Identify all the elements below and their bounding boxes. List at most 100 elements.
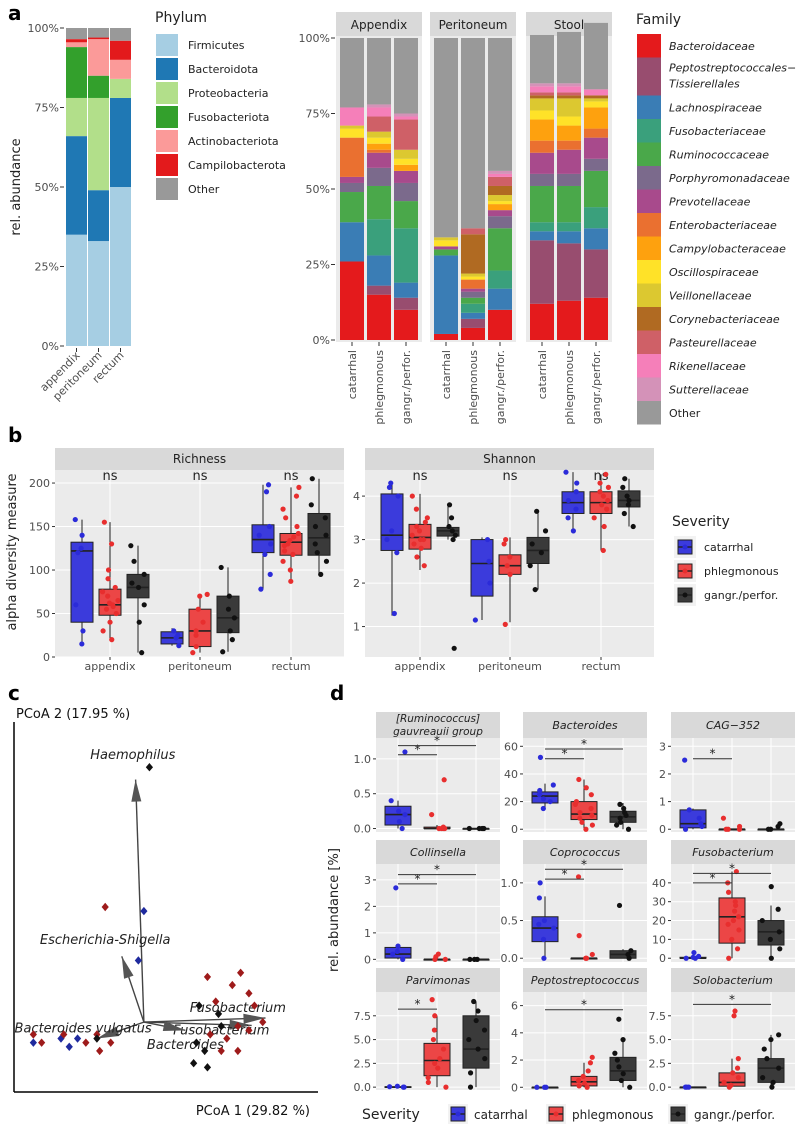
stacked-bar-segment-bacteroidaceae [557,300,581,340]
data-point [258,586,264,592]
legend-swatch-oscillospiraceae [637,260,661,284]
x-tick-label: rectum [581,660,620,673]
data-point [482,1056,488,1062]
data-point [129,580,135,586]
data-point [314,550,320,556]
data-point [486,558,492,564]
data-point [584,1084,590,1090]
panel-label-b: b [8,423,22,447]
data-point [424,515,430,521]
data-point [588,792,594,798]
data-point [621,805,627,812]
facet-strip [523,840,647,864]
data-point [624,493,630,499]
stacked-bar-segment-bacteroidaceae [394,309,418,340]
data-point [441,777,447,783]
data-point [587,1060,594,1066]
data-point [585,1068,591,1074]
x-tick-label: catarrhal [346,350,359,399]
data-point [622,810,628,816]
significance-label: ns [283,469,298,484]
facet-title: Coprococcus [550,846,620,859]
data-point [628,948,634,954]
box-iqr [609,1056,637,1081]
panel-label-c: c [8,681,20,705]
stacked-bar-segment-other [88,28,109,38]
stacked-bar-segment-lachnospiraceae [394,282,418,298]
data-point [736,823,743,830]
stacked-bar-segment-rikenellaceae [557,86,581,93]
data-point [731,1013,737,1019]
data-point [777,821,783,827]
stacked-bar-segment-prevotellaceae [367,152,391,168]
significance-star: * [729,861,735,875]
data-point [466,1036,472,1043]
data-point [534,1084,540,1090]
data-point [764,1056,770,1062]
data-point [451,645,457,651]
y-tick-label: 200 [29,477,50,490]
facet-strip [671,712,795,738]
stacked-bar-segment-campilobacterota [110,40,131,60]
family-legend: Family Bacteroidaceae Peptostreptococcales… [636,12,796,425]
x-tick-label: peritoneum [478,660,542,673]
y-tick-label: 0 [659,823,666,836]
data-point [200,619,206,625]
data-point [620,1037,626,1043]
data-point [391,610,397,617]
data-point [761,1046,767,1052]
legend-key-point [553,1111,559,1117]
stacked-bar-segment-campilobacterota [88,37,109,40]
stacked-bar-segment-rikenellaceae [340,107,364,126]
legend-label: gangr./perfor. [704,589,778,602]
data-point [582,1080,588,1086]
data-point [730,917,737,924]
legend-label: phlegmonous [572,1108,653,1122]
data-point [625,826,632,832]
stacked-bar-segment-rikenellaceae [367,107,391,117]
significance-label: ns [502,469,517,484]
legend-key-point [455,1111,461,1117]
data-point [605,484,612,490]
severity-legend-d: Severity catarrhal phlegmonous gangr./perfo… [362,1104,775,1124]
pcoa-point-catarrhal [140,906,148,916]
loading-arrow-head [131,779,142,802]
stacked-bar-segment-other [488,38,512,171]
data-point [507,571,513,577]
stacked-bar-segment-fusobacteriaceae [394,228,418,283]
data-point [394,1083,400,1089]
data-point [551,925,557,931]
y-tick-label: 4 [511,1027,518,1040]
stacked-bar-segment-prevotellaceae [434,246,458,250]
significance-label: ns [192,469,207,484]
stacked-bar-segment-bacteroidota [110,97,131,187]
pcoa-point-gangr-perfor [145,763,154,772]
legend-label: Corynebacteriaceae [669,313,780,326]
data-point [193,643,199,650]
data-point [768,884,774,890]
pcoa-point-gangr-perfor [214,1009,223,1019]
legend-label: Prevotellaceae [669,196,751,209]
data-point [769,1084,775,1090]
y-tick-label: 5.0 [354,1034,372,1047]
data-point [726,955,732,961]
stacked-bar-segment-other [394,38,418,114]
facet-title: CAG−352 [706,719,760,732]
data-point [141,571,147,577]
stacked-bar-segment-peptostreptococcales-tissierellales [530,240,554,304]
arrow-label: Escherichia-Shigella [40,933,171,948]
legend-swatch-peptostreptococcales [637,57,661,96]
stacked-bar-segment-actinobacteriota [66,42,87,48]
data-point [542,528,549,534]
stacked-bar-segment-sutterellaceae [557,83,581,87]
y-tick-label: 10 [652,933,666,946]
data-point [565,497,571,504]
data-point [537,787,543,794]
legend-swatch-lachnospiraceae [637,95,661,119]
facet-strip [671,840,795,864]
stacked-bar-segment-bacteroidota [88,190,109,242]
data-point [421,563,427,569]
legend-label: Rikenellaceae [669,360,746,373]
significance-star: * [710,747,716,761]
